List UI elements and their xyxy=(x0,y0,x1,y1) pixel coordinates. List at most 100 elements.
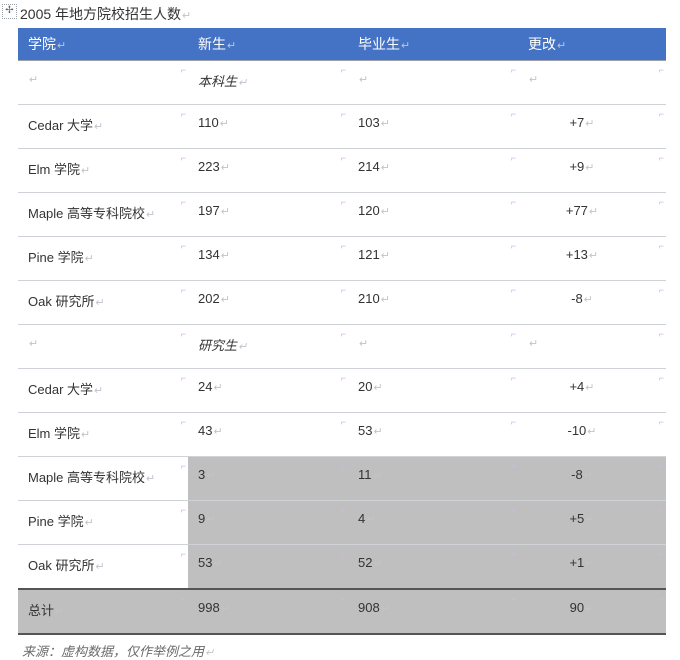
row-fresh-val: 53 xyxy=(198,555,212,570)
cell-tick-icon: ⌐ xyxy=(341,109,346,119)
para-mark-icon: ↵ xyxy=(529,74,538,86)
row-change: +5↵⌐ xyxy=(518,501,666,545)
cell-tick-icon: ⌐ xyxy=(659,197,664,207)
cell-tick-icon: ⌐ xyxy=(511,549,516,559)
cell-tick-icon: ⌐ xyxy=(659,549,664,559)
table-move-handle[interactable]: ✢ xyxy=(2,4,17,19)
cell-tick-icon: ⌐ xyxy=(511,153,516,163)
row-name: Cedar 大学↵⌐ xyxy=(18,369,188,413)
row-change: +7↵⌐ xyxy=(518,105,666,149)
cell-tick-icon: ⌐ xyxy=(341,153,346,163)
col-header-text: 更改 xyxy=(528,36,556,52)
cell-tick-icon: ⌐ xyxy=(341,594,346,604)
section-label: 研究生↵⌐ xyxy=(188,325,348,369)
para-mark-icon: ↵ xyxy=(206,514,215,526)
cell-tick-icon: ⌐ xyxy=(511,417,516,427)
row-name: Cedar 大学↵⌐ xyxy=(18,105,188,149)
para-mark-icon: ↵ xyxy=(221,603,230,615)
total-fresh: 998↵⌐ xyxy=(188,589,348,634)
para-mark-icon: ↵ xyxy=(213,382,222,394)
row-grad-val: 121 xyxy=(358,247,380,262)
cell-tick-icon: ⌐ xyxy=(511,594,516,604)
table-row: Cedar 大学↵⌐110↵⌐103↵⌐+7↵⌐ xyxy=(18,105,666,149)
para-mark-icon: ↵ xyxy=(182,10,191,22)
cell-tick-icon: ⌐ xyxy=(659,153,664,163)
row-name: Pine 学院↵⌐ xyxy=(18,237,188,281)
para-mark-icon: ↵ xyxy=(585,514,594,526)
table-row: Elm 学院↵⌐223↵⌐214↵⌐+9↵⌐ xyxy=(18,149,666,193)
row-fresh-val: 223 xyxy=(198,159,220,174)
col-header-1: 新生↵ xyxy=(188,28,348,61)
para-mark-icon: ↵ xyxy=(584,294,593,306)
cell-tick-icon: ⌐ xyxy=(341,329,346,339)
cell-tick-icon: ⌐ xyxy=(511,461,516,471)
row-fresh: 53↵⌐ xyxy=(188,545,348,590)
row-name-text: Cedar 大学 xyxy=(28,382,93,397)
table-row: Pine 学院↵⌐9↵⌐4↵⌐+5↵⌐ xyxy=(18,501,666,545)
row-fresh-val: 110 xyxy=(198,115,219,130)
row-grad: 53↵ ⌐ xyxy=(348,413,518,457)
para-mark-icon: ↵ xyxy=(81,429,90,441)
section-empty: ↵⌐ xyxy=(518,61,666,105)
para-mark-icon: ↵ xyxy=(381,294,390,306)
para-mark-icon: ↵ xyxy=(366,514,375,526)
para-mark-icon: ↵ xyxy=(381,162,390,174)
title-text: 2005 年地方院校招生人数 xyxy=(20,6,181,22)
para-mark-icon: ↵ xyxy=(373,426,382,438)
cell-tick-icon: ⌐ xyxy=(181,373,186,383)
col-header-text: 新生 xyxy=(198,36,226,52)
row-grad-val: 52 xyxy=(358,555,372,570)
cell-tick-icon: ⌐ xyxy=(181,241,186,251)
table-body: 学院↵新生↵毕业生↵更改↵↵⌐本科生↵⌐↵⌐↵⌐Cedar 大学↵⌐110↵⌐1… xyxy=(18,28,666,634)
row-grad-val: 20 xyxy=(358,379,372,394)
page: ✢ 2005 年地方院校招生人数↵ 学院↵新生↵毕业生↵更改↵↵⌐本科生↵⌐↵⌐… xyxy=(0,0,680,564)
table-header-row: 学院↵新生↵毕业生↵更改↵ xyxy=(18,28,666,61)
row-name: Oak 研究所↵⌐ xyxy=(18,281,188,325)
para-mark-icon: ↵ xyxy=(221,162,230,174)
section-empty: ↵⌐ xyxy=(18,61,188,105)
row-name: Pine 学院↵⌐ xyxy=(18,501,188,545)
total-grad: 908↵⌐ xyxy=(348,589,518,634)
para-mark-icon: ↵ xyxy=(381,118,390,130)
row-fresh-val: 197 xyxy=(198,203,220,218)
para-mark-icon: ↵ xyxy=(146,473,155,485)
row-grad-val: 214 xyxy=(358,159,380,174)
row-name: Maple 高等专科院校↵⌐ xyxy=(18,457,188,501)
cell-tick-icon: ⌐ xyxy=(341,197,346,207)
row-grad: 214↵ ⌐ xyxy=(348,149,518,193)
para-mark-icon: ↵ xyxy=(29,74,38,86)
section-label-text: 本科生 xyxy=(198,74,237,89)
para-mark-icon: ↵ xyxy=(94,121,103,133)
para-mark-icon: ↵ xyxy=(29,338,38,350)
col-header-0: 学院↵ xyxy=(18,28,188,61)
section-row: ↵⌐研究生↵⌐↵⌐↵⌐ xyxy=(18,325,666,369)
para-mark-icon: ↵ xyxy=(238,77,247,89)
row-fresh: 197↵⌐ xyxy=(188,193,348,237)
row-fresh-val: 24 xyxy=(198,379,212,394)
row-name: Oak 研究所↵⌐ xyxy=(18,545,188,590)
footnote-text: 来源：虚构数据，仅作举例之用 xyxy=(22,644,204,659)
cell-tick-icon: ⌐ xyxy=(181,285,186,295)
row-change-val: +9 xyxy=(569,159,584,174)
row-grad: 11↵⌐ xyxy=(348,457,518,501)
row-fresh: 134↵⌐ xyxy=(188,237,348,281)
para-mark-icon: ↵ xyxy=(85,517,94,529)
row-fresh-val: 134 xyxy=(198,247,220,262)
row-grad-val: 53 xyxy=(358,423,372,438)
para-mark-icon: ↵ xyxy=(95,561,104,573)
cell-tick-icon: ⌐ xyxy=(511,197,516,207)
table-row: Maple 高等专科院校↵⌐197↵⌐120↵⌐+77↵⌐ xyxy=(18,193,666,237)
section-empty: ↵⌐ xyxy=(348,61,518,105)
cell-tick-icon: ⌐ xyxy=(511,505,516,515)
table-row: Maple 高等专科院校↵⌐3↵⌐11↵⌐-8↵⌐ xyxy=(18,457,666,501)
para-mark-icon: ↵ xyxy=(359,74,368,86)
table-row: Elm 学院↵⌐43↵⌐53↵⌐-10↵⌐ xyxy=(18,413,666,457)
row-change: +1↵⌐ xyxy=(518,545,666,590)
para-mark-icon: ↵ xyxy=(213,558,222,570)
total-label-text: 总计 xyxy=(28,603,54,618)
cell-tick-icon: ⌐ xyxy=(181,417,186,427)
para-mark-icon: ↵ xyxy=(381,250,390,262)
cell-tick-icon: ⌐ xyxy=(341,285,346,295)
cell-tick-icon: ⌐ xyxy=(341,461,346,471)
row-name: Elm 学院↵⌐ xyxy=(18,149,188,193)
